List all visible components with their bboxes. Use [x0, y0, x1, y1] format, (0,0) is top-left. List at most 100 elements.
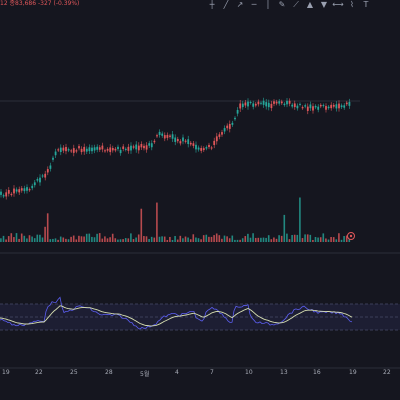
candle-body [171, 134, 174, 139]
candle-body [296, 105, 299, 109]
candle-body [249, 101, 252, 104]
short-icon[interactable]: ▼ [320, 0, 328, 9]
volume-bar [304, 234, 306, 242]
candle-body [286, 100, 288, 105]
volume-bar [299, 197, 301, 242]
candle-body [137, 145, 140, 151]
volume-bar [78, 235, 80, 242]
volume-bar [163, 236, 166, 242]
volume-bar [338, 233, 340, 242]
trendline-icon[interactable]: ╱ [223, 0, 229, 9]
candle-body [174, 137, 177, 142]
x-axis-label: 19 [349, 369, 357, 376]
candle-body [319, 104, 322, 107]
x-axis-label: 19 [2, 369, 10, 376]
volume-bar [7, 236, 10, 242]
volume-bar [26, 238, 28, 242]
candle-body [101, 145, 104, 150]
vertical-line-icon[interactable]: │ [265, 0, 271, 9]
candle-body [46, 169, 49, 173]
candle-body [7, 190, 10, 194]
volume-bar [239, 239, 241, 242]
x-axis-label: 22 [383, 369, 391, 376]
alert-marker-icon[interactable] [347, 232, 355, 240]
volume-bar [345, 235, 348, 242]
volume-bar [332, 237, 335, 242]
volume-bar [127, 238, 130, 242]
candle-body [57, 149, 60, 151]
volume-bar [106, 238, 109, 242]
volume-bar [104, 236, 106, 242]
candle-body [236, 109, 239, 114]
volume-bar [161, 236, 163, 242]
x-axis-label: 13 [280, 369, 288, 376]
volume-bar [93, 237, 96, 242]
volume-bar [273, 237, 275, 242]
volume-bar [249, 237, 252, 242]
candle-body [226, 125, 229, 129]
text-icon[interactable]: T [363, 0, 369, 9]
volume-bar [13, 237, 15, 242]
candle-body [119, 149, 122, 154]
volume-bar [70, 236, 72, 242]
long-icon[interactable]: ▲ [306, 0, 314, 9]
volume-bar [226, 236, 228, 242]
volume-bar [330, 236, 332, 242]
candle-body [83, 146, 86, 152]
candle-body [195, 144, 197, 150]
candlestick-series [0, 97, 351, 200]
volume-bar [236, 239, 239, 242]
volume-bar [202, 235, 205, 242]
volume-bar [283, 214, 286, 242]
ruler-icon[interactable]: ⟋ [293, 0, 299, 9]
candle-body [234, 117, 236, 120]
volume-bar [140, 208, 143, 242]
volume-bar [218, 235, 221, 242]
candle-body [145, 145, 148, 150]
range-icon[interactable]: ⟷ [332, 0, 344, 9]
volume-bar [223, 235, 226, 242]
candle-body [111, 148, 114, 151]
volume-bar [119, 239, 122, 242]
volume-bar [176, 239, 179, 242]
candle-body [210, 147, 213, 149]
candle-body [335, 104, 338, 109]
candle-body [239, 103, 242, 109]
candle-body [257, 101, 260, 105]
horizontal-line-icon[interactable]: ─ [251, 0, 257, 9]
candle-body [20, 188, 23, 191]
volume-bar [322, 233, 325, 242]
volume-bar [20, 233, 23, 242]
volume-bar [184, 236, 187, 242]
candle-body [161, 133, 164, 136]
volume-bar [156, 202, 158, 242]
crosshair-icon[interactable]: ┼ [209, 0, 215, 9]
candle-body [104, 150, 106, 152]
candle-body [10, 193, 13, 196]
volume-bar [241, 238, 244, 242]
volume-bar [135, 237, 137, 242]
arrow-icon[interactable]: ↗ [236, 0, 244, 9]
candle-body [202, 148, 205, 151]
rsi-line [0, 296, 353, 330]
volume-bar [215, 233, 218, 242]
volume-bar [111, 233, 114, 242]
volume-bar [195, 237, 197, 242]
volume-bar [166, 239, 169, 242]
volume-bar [158, 236, 161, 242]
pencil-icon[interactable]: ✎ [278, 0, 286, 9]
x-axis-label: 28 [105, 369, 113, 376]
candle-body [0, 191, 2, 195]
candle-body [231, 122, 234, 125]
x-axis-label: 7 [210, 369, 214, 376]
candle-body [278, 101, 281, 104]
candle-body [252, 103, 255, 107]
volume-bar [5, 239, 7, 242]
brush-icon[interactable]: ⌇ [350, 0, 354, 9]
volume-bar [280, 235, 283, 242]
candle-body [327, 106, 330, 109]
candle-body [93, 147, 96, 151]
volume-bar [179, 235, 182, 242]
candle-body [221, 132, 223, 135]
